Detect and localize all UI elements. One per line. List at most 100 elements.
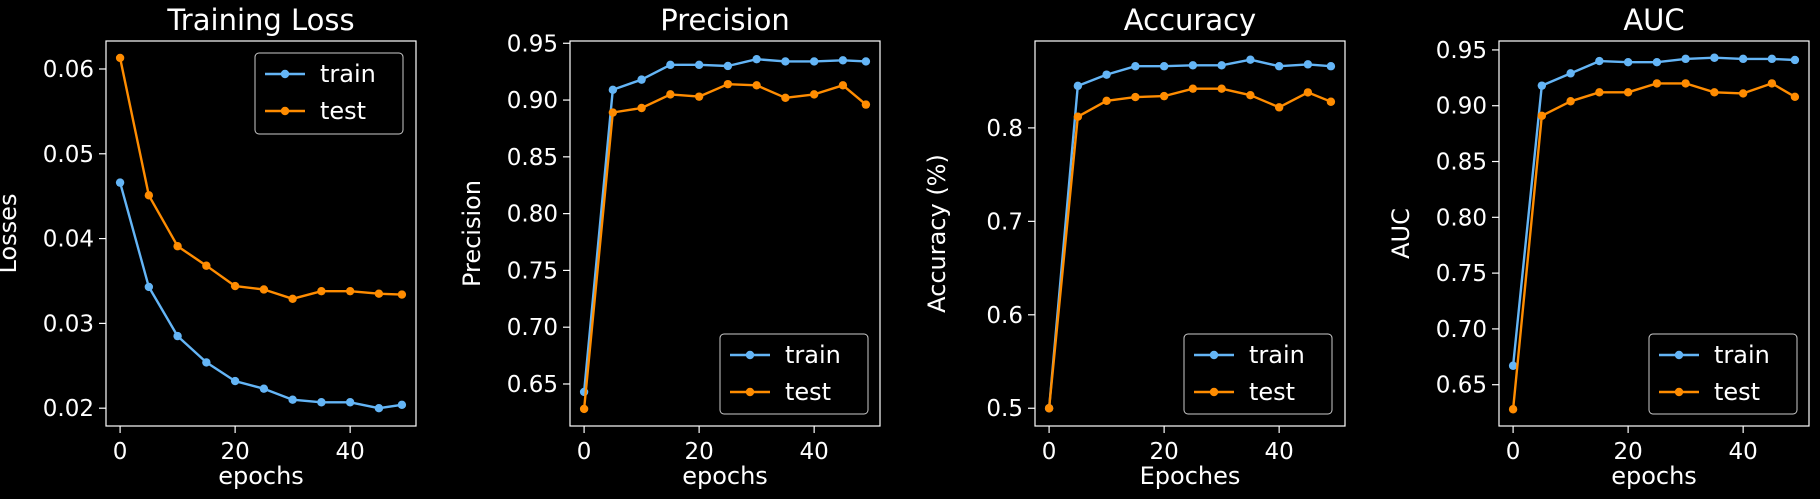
- data-point-train: [1595, 56, 1604, 66]
- legend-label-train: train: [785, 341, 841, 369]
- data-point-test: [288, 294, 297, 303]
- data-point-test: [317, 286, 326, 296]
- y-tick-label: 0.75: [507, 258, 558, 284]
- data-point-train: [1537, 81, 1547, 90]
- legend-label-train: train: [1249, 341, 1305, 369]
- x-tick-label: 40: [336, 439, 365, 465]
- data-point-train: [202, 358, 211, 367]
- data-point-train: [259, 384, 269, 393]
- data-point-test: [173, 242, 182, 251]
- data-point-test: [809, 90, 819, 99]
- data-point-test: [861, 100, 871, 109]
- data-point-train: [1326, 62, 1336, 71]
- data-point-test: [1303, 88, 1313, 97]
- data-point-train: [1681, 54, 1690, 64]
- data-point-train: [809, 57, 819, 66]
- data-point-train: [230, 376, 240, 386]
- data-point-train: [1710, 53, 1719, 62]
- data-point-train: [781, 57, 790, 66]
- legend-marker-train: [745, 350, 755, 360]
- legend-label-test: test: [320, 97, 366, 125]
- y-tick-label: 0.02: [43, 396, 94, 422]
- chart-title: Accuracy: [1124, 3, 1256, 37]
- plot-frame: [1034, 40, 1346, 427]
- data-point-train: [1073, 81, 1083, 91]
- data-point-train: [752, 54, 761, 64]
- y-tick-label: 0.95: [507, 31, 558, 57]
- y-tick-label: 0.5: [986, 396, 1023, 422]
- data-point-train: [694, 60, 704, 70]
- data-point-test: [1767, 79, 1777, 88]
- y-tick-label: 0.95: [1436, 38, 1487, 64]
- data-point-test: [230, 281, 240, 291]
- data-point-test: [1274, 103, 1284, 112]
- x-tick-label: 40: [1729, 439, 1758, 465]
- data-point-test: [1623, 88, 1633, 97]
- data-point-test: [397, 290, 407, 299]
- x-tick-label: 20: [684, 439, 713, 465]
- x-tick-label: 0: [113, 439, 128, 465]
- data-point-test: [1073, 112, 1083, 121]
- y-tick-label: 0.03: [43, 311, 94, 337]
- data-point-test: [374, 289, 384, 298]
- data-point-train: [1623, 58, 1633, 67]
- chart-title: Precision: [660, 3, 789, 37]
- data-point-train: [723, 61, 733, 71]
- legend-marker-train: [1674, 350, 1684, 360]
- y-tick-label: 0.80: [507, 202, 558, 228]
- y-tick-label: 0.05: [43, 142, 94, 168]
- data-point-train: [1188, 61, 1198, 70]
- data-point-test: [1738, 89, 1748, 98]
- data-point-test: [1595, 88, 1604, 97]
- data-point-train: [374, 403, 384, 413]
- plot-frame: [1498, 40, 1810, 427]
- y-tick-label: 0.90: [1436, 94, 1487, 120]
- legend-label-test: test: [785, 378, 831, 406]
- legend-marker-test: [1674, 387, 1684, 397]
- data-point-train: [1566, 69, 1575, 78]
- legend-label-train: train: [1714, 341, 1770, 369]
- y-axis-label: Precision: [458, 180, 486, 287]
- data-point-train: [666, 60, 675, 70]
- y-tick-label: 0.90: [507, 88, 558, 114]
- data-point-train: [1131, 62, 1140, 71]
- data-point-train: [115, 178, 125, 187]
- legend-label-test: test: [1714, 378, 1760, 406]
- data-point-train: [317, 398, 326, 407]
- y-tick-label: 0.70: [507, 315, 558, 341]
- data-point-train: [288, 395, 297, 404]
- data-point-test: [838, 81, 848, 90]
- y-tick-label: 0.65: [1436, 373, 1487, 399]
- data-point-train: [1217, 61, 1226, 70]
- y-tick-label: 0.85: [507, 145, 558, 171]
- data-point-test: [666, 90, 675, 99]
- x-tick-label: 0: [1042, 439, 1057, 465]
- data-point-test: [259, 285, 269, 294]
- data-point-train: [1790, 55, 1800, 65]
- data-point-train: [608, 85, 618, 95]
- data-point-test: [1508, 405, 1518, 414]
- legend-marker-train: [1209, 350, 1219, 360]
- x-tick-label: 20: [1613, 439, 1642, 465]
- legend-marker-train: [280, 69, 290, 79]
- x-tick-label: 0: [1506, 439, 1521, 465]
- data-point-test: [1217, 84, 1226, 93]
- y-tick-label: 0.65: [507, 372, 558, 398]
- data-point-test: [694, 92, 704, 101]
- data-point-train: [345, 398, 355, 407]
- data-point-test: [115, 53, 125, 63]
- y-tick-label: 0.8: [986, 116, 1023, 142]
- x-axis-label: epochs: [218, 462, 304, 490]
- data-point-train: [1303, 60, 1313, 69]
- data-point-train: [1246, 55, 1255, 64]
- data-point-test: [637, 103, 646, 113]
- data-point-test: [1681, 79, 1690, 88]
- data-point-test: [345, 286, 355, 296]
- data-point-train: [1102, 70, 1111, 79]
- data-point-train: [637, 75, 646, 84]
- legend-label-test: test: [1249, 378, 1295, 406]
- chart-title: AUC: [1623, 3, 1684, 37]
- y-tick-label: 0.04: [43, 227, 94, 253]
- y-tick-label: 0.7: [986, 209, 1023, 235]
